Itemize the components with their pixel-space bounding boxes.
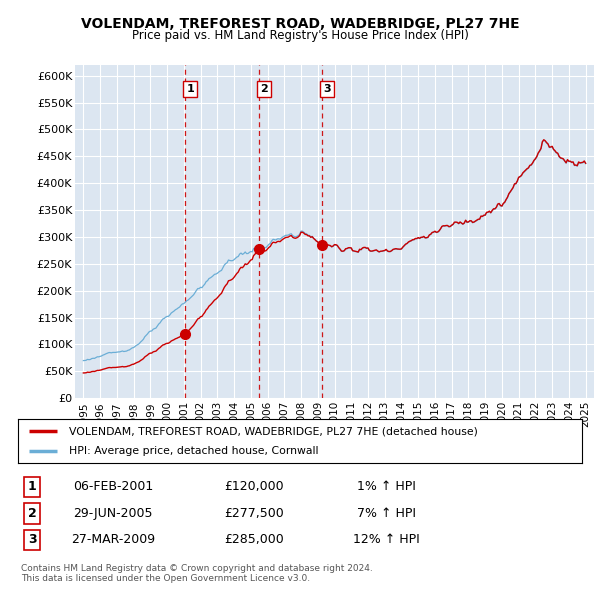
Text: £277,500: £277,500 (224, 507, 284, 520)
Text: VOLENDAM, TREFOREST ROAD, WADEBRIDGE, PL27 7HE (detached house): VOLENDAM, TREFOREST ROAD, WADEBRIDGE, PL… (69, 427, 478, 436)
Text: £285,000: £285,000 (224, 533, 284, 546)
Text: £120,000: £120,000 (224, 480, 284, 493)
Text: 27-MAR-2009: 27-MAR-2009 (71, 533, 155, 546)
Text: 2: 2 (260, 84, 268, 94)
Text: 3: 3 (323, 84, 331, 94)
Text: HPI: Average price, detached house, Cornwall: HPI: Average price, detached house, Corn… (69, 446, 318, 455)
Text: Price paid vs. HM Land Registry's House Price Index (HPI): Price paid vs. HM Land Registry's House … (131, 29, 469, 42)
Text: 29-JUN-2005: 29-JUN-2005 (73, 507, 152, 520)
Text: 1: 1 (28, 480, 37, 493)
Text: 1: 1 (187, 84, 194, 94)
Text: 3: 3 (28, 533, 37, 546)
Text: 1% ↑ HPI: 1% ↑ HPI (357, 480, 416, 493)
Text: VOLENDAM, TREFOREST ROAD, WADEBRIDGE, PL27 7HE: VOLENDAM, TREFOREST ROAD, WADEBRIDGE, PL… (80, 17, 520, 31)
Text: 06-FEB-2001: 06-FEB-2001 (73, 480, 153, 493)
Text: 7% ↑ HPI: 7% ↑ HPI (357, 507, 416, 520)
Text: 2: 2 (28, 507, 37, 520)
Text: Contains HM Land Registry data © Crown copyright and database right 2024.
This d: Contains HM Land Registry data © Crown c… (21, 564, 373, 583)
Text: 12% ↑ HPI: 12% ↑ HPI (353, 533, 420, 546)
